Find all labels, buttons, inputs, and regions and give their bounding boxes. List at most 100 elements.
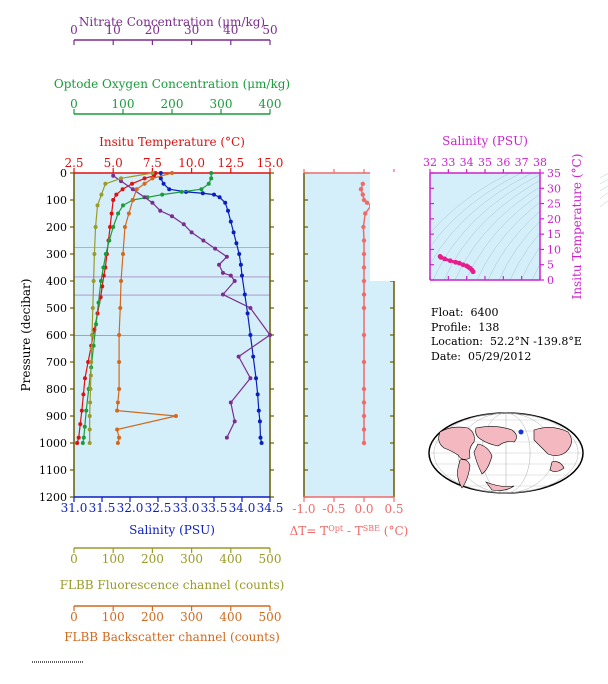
insitu-temperature-c-point — [75, 441, 80, 445]
delta-t-point — [361, 332, 367, 338]
salinity-psu-point — [167, 187, 172, 192]
map-landmass — [485, 481, 515, 491]
oxygen-axis-label: Optode Oxygen Concentration (μm/kg) — [54, 77, 290, 91]
delta-t-point — [364, 200, 370, 205]
delta-t-point — [361, 251, 367, 257]
map-landmass — [549, 461, 565, 472]
salinity-psu-point — [217, 195, 222, 200]
oxygen-tick-label: 0 — [70, 97, 78, 111]
flbb-fluorescence-channel-counts-point — [90, 333, 95, 337]
pressure-tick-label: 100 — [46, 194, 67, 207]
nitrate-tick-label: 10 — [106, 23, 121, 37]
backscatter-tick-label: 400 — [219, 610, 242, 624]
delta-t-point — [358, 187, 364, 192]
ts-point — [442, 256, 448, 262]
nitrate-concentration-m-kg-point — [220, 270, 225, 275]
flbb-fluorescence-channel-counts-point — [103, 181, 108, 186]
flbb-backscatter-channel-counts-point — [150, 176, 155, 181]
pressure-tick-label: 600 — [46, 329, 67, 342]
insitu-temperature-c-point — [76, 435, 81, 440]
ts-temperature-tick-label: 10 — [547, 243, 561, 256]
salinity-tick-label: 31.5 — [89, 501, 116, 515]
float-info: Float: 6400 Profile: 138 Location: 52.2°… — [431, 306, 582, 364]
nitrate-concentration-m-kg-point — [236, 354, 241, 359]
map-landmass — [533, 427, 572, 456]
pressure-tick-label: 0 — [60, 167, 67, 180]
insitu-temperature-c-point — [100, 284, 105, 289]
profile-row: Profile: 138 — [431, 320, 500, 334]
salinity-axis-label: Salinity (PSU) — [129, 523, 215, 537]
nitrate-concentration-m-kg-point — [189, 230, 194, 235]
flbb-fluorescence-channel-counts-point — [119, 176, 124, 181]
optode-oxygen-concentration-m-kg-point — [209, 171, 214, 175]
nitrate-concentration-m-kg-point — [181, 222, 186, 227]
map-landmass — [475, 426, 517, 447]
backscatter-tick-label: 300 — [180, 610, 203, 624]
salinity-psu-point — [161, 181, 166, 186]
map-landmass — [438, 426, 475, 460]
delta-tick-label: -1.0 — [292, 502, 315, 516]
pressure-tick-label: 300 — [46, 248, 67, 261]
insitu-temperature-c-point — [101, 273, 106, 278]
delta-t-point — [361, 427, 367, 432]
optode-oxygen-concentration-m-kg-point — [81, 435, 86, 440]
insitu-temperature-c-point — [109, 211, 114, 216]
flbb-fluorescence-channel-counts-point — [89, 360, 94, 364]
nitrate-concentration-m-kg-series — [111, 173, 272, 440]
nitrate-concentration-m-kg-point — [224, 254, 229, 259]
nitrate-concentration-m-kg-point — [248, 376, 253, 381]
delta-t-point — [361, 278, 367, 284]
optode-oxygen-concentration-m-kg-point — [199, 187, 204, 192]
delta-tick-label: -0.5 — [322, 502, 345, 516]
backscatter-axis-label: FLBB Backscatter channel (counts) — [64, 630, 280, 644]
salinity-psu-point — [212, 192, 216, 197]
delta-t-point — [361, 265, 367, 270]
insitu-temperature-c-point — [78, 422, 83, 427]
nitrate-concentration-m-kg-point — [224, 435, 229, 440]
flbb-backscatter-channel-counts-point — [122, 225, 127, 229]
insitu-temperature-c-point — [82, 376, 87, 381]
fluorescence-tick-label: 400 — [219, 552, 242, 566]
nitrate-tick-label: 20 — [145, 23, 160, 37]
temperature-tick-label: 2.5 — [64, 156, 83, 170]
salinity-psu-point — [237, 252, 242, 256]
ts-temperature-axis-label: Insitu Temperature (°C) — [570, 154, 584, 300]
pressure-tick-label: 700 — [46, 356, 67, 369]
flbb-backscatter-channel-counts-point — [115, 400, 120, 405]
insitu-temperature-c-point — [120, 187, 125, 192]
salinity-psu-point — [234, 241, 239, 246]
flbb-backscatter-channel-counts-series — [115, 171, 178, 445]
date-row: Date: 05/29/2012 — [431, 349, 532, 363]
delta-t-point — [363, 211, 368, 216]
delta-t-series — [358, 181, 374, 446]
salinity-psu-point — [256, 408, 261, 413]
ts-salinity-tick-label: 34 — [460, 156, 474, 169]
flbb-backscatter-channel-counts-point — [117, 435, 122, 440]
ts-temperature-tick-label: 0 — [547, 274, 554, 287]
flbb-fluorescence-channel-counts-point — [99, 192, 104, 197]
ts-point — [456, 260, 462, 266]
delta-tick-label: 0.5 — [384, 502, 403, 516]
map-landmass — [457, 459, 471, 489]
insitu-temperature-c-point — [79, 408, 84, 413]
nitrate-concentration-m-kg-point — [228, 273, 233, 278]
pressure-tick-label: 1000 — [39, 437, 67, 450]
nitrate-concentration-m-kg-point — [220, 292, 225, 297]
insitu-temperature-c-point — [108, 225, 113, 229]
optode-oxygen-concentration-m-kg-point — [206, 181, 211, 186]
flbb-fluorescence-channel-counts-point — [90, 306, 95, 310]
salinity-tick-label: 32.0 — [117, 501, 144, 515]
backscatter-tick-label: 200 — [141, 610, 164, 624]
nitrate-axis-label: Nitrate Concentration (μm/kg) — [79, 15, 265, 29]
flbb-fluorescence-channel-counts-point — [87, 427, 92, 432]
nitrate-concentration-m-kg-point — [217, 262, 222, 267]
ts-series — [437, 254, 476, 275]
optode-oxygen-concentration-m-kg-point — [107, 238, 112, 243]
pressure-tick-label: 1200 — [39, 491, 67, 504]
temperature-tick-label: 15.0 — [257, 156, 284, 170]
optode-oxygen-concentration-m-kg-point — [84, 408, 89, 413]
flbb-backscatter-channel-counts-point — [117, 333, 122, 337]
flbb-backscatter-channel-counts-point — [173, 414, 178, 418]
location-row: Location: 52.2°N -139.8°E — [431, 335, 582, 348]
